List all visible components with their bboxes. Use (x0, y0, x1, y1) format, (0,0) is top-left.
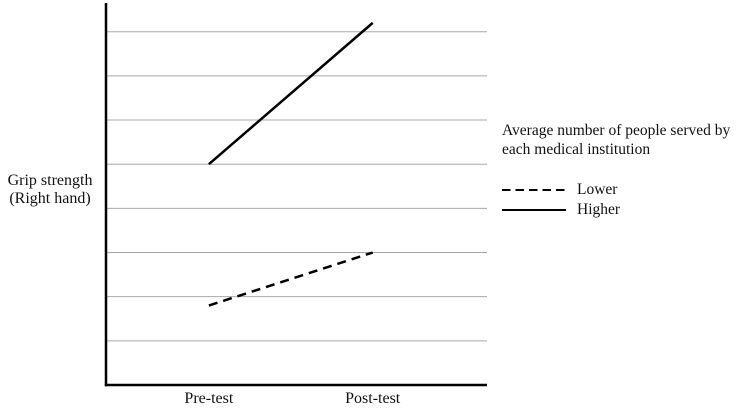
legend-line-sample (502, 188, 566, 192)
series-line-higher (208, 21, 374, 166)
y-axis-label: Grip strength (Right hand) (7, 172, 93, 207)
legend: Average number of people served by each … (502, 121, 738, 220)
legend-entry: Higher (502, 200, 738, 220)
x-tick-label: Post-test (345, 390, 401, 407)
legend-entry: Lower (502, 180, 738, 200)
legend-entry-label: Lower (577, 181, 618, 198)
series-line-lower (208, 251, 374, 307)
legend-entry-label: Higher (577, 201, 621, 218)
legend-title: Average number of people served by each … (502, 122, 731, 158)
x-tick-label: Pre-test (184, 390, 234, 407)
legend-line-sample (502, 208, 566, 212)
